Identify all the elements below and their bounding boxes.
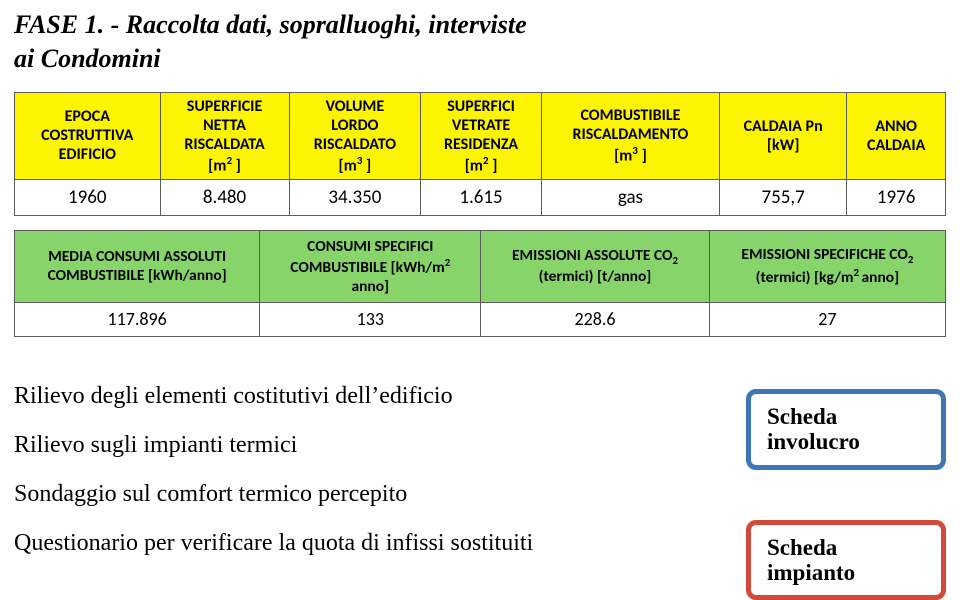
td-vetrate: 1.615 [421,179,542,215]
th-epoca: EPOCACOSTRUTTIVAEDIFICIO [15,92,161,179]
td-caldaia-pn: 755,7 [720,179,847,215]
box-blue-line1: Scheda [767,404,837,429]
th-emissioni-specifiche: EMISSIONI SPECIFICHE CO2(termici) [kg/m2… [709,230,945,302]
notes-list: Rilievo degli elementi costitutivi dell’… [14,383,716,600]
page-title: FASE 1. - Raccolta dati, sopralluoghi, i… [14,8,946,76]
th-superficie-netta: SUPERFICIENETTARISCALDATA[m2 ] [160,92,289,179]
th-superfici-vetrate: SUPERFICIVETRATERESIDENZA[m2 ] [421,92,542,179]
note-sondaggio: Sondaggio sul comfort termico percepito [14,481,716,508]
th-volume: VOLUMELORDORISCALDATO[m3 ] [289,92,421,179]
table-row: 117.896 133 228.6 27 [15,302,946,336]
scheda-boxes: Scheda involucro Scheda impianto [746,383,946,600]
td-media: 117.896 [15,302,260,336]
note-rilievo-elementi: Rilievo degli elementi costitutivi dell’… [14,383,716,410]
note-questionario: Questionario per verificare la quota di … [14,530,716,557]
table-green: MEDIA CONSUMI ASSOLUTICOMBUSTIBILE [kWh/… [14,230,946,337]
td-combustibile: gas [541,179,719,215]
title-line1: FASE 1. - Raccolta dati, sopralluoghi, i… [14,10,527,39]
box-red-line2: impianto [767,560,855,585]
table-row: 1960 8.480 34.350 1.615 gas 755,7 1976 [15,179,946,215]
td-emiss-spec: 27 [709,302,945,336]
note-rilievo-impianti: Rilievo sugli impianti termici [14,432,716,459]
scheda-impianto-box: Scheda impianto [746,520,946,600]
th-combustibile: COMBUSTIBILERISCALDAMENTO[m3 ] [541,92,719,179]
td-anno-caldaia: 1976 [847,179,946,215]
title-line2: ai Condomini [14,44,161,73]
td-specifici: 133 [260,302,481,336]
scheda-involucro-box: Scheda involucro [746,389,946,470]
table-yellow: EPOCACOSTRUTTIVAEDIFICIO SUPERFICIENETTA… [14,92,946,216]
box-red-line1: Scheda [767,535,837,560]
th-consumi-specifici: CONSUMI SPECIFICICOMBUSTIBILE [kWh/m2ann… [260,230,481,302]
bottom-section: Rilievo degli elementi costitutivi dell’… [14,383,946,600]
td-emiss-ass: 228.6 [481,302,710,336]
th-emissioni-assolute: EMISSIONI ASSOLUTE CO2(termici) [t/anno] [481,230,710,302]
th-anno-caldaia: ANNOCALDAIA [847,92,946,179]
th-caldaia-pn: CALDAIA Pn[kW] [720,92,847,179]
td-volume: 34.350 [289,179,421,215]
th-media-consumi: MEDIA CONSUMI ASSOLUTICOMBUSTIBILE [kWh/… [15,230,260,302]
box-blue-line2: involucro [767,429,860,454]
td-epoca: 1960 [15,179,161,215]
td-superficie: 8.480 [160,179,289,215]
